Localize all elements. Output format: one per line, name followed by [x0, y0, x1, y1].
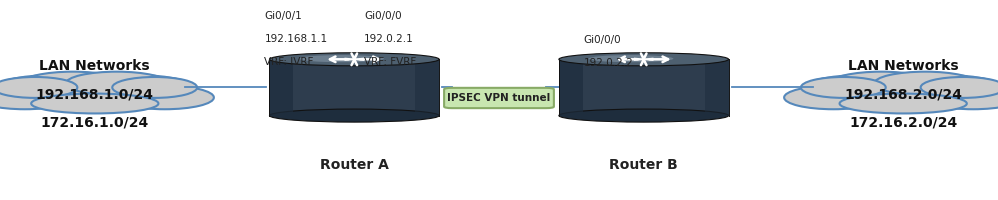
Ellipse shape [886, 76, 998, 104]
Ellipse shape [269, 53, 439, 66]
Text: LAN Networks: LAN Networks [40, 59, 150, 73]
Ellipse shape [116, 86, 214, 110]
Polygon shape [559, 60, 583, 116]
Ellipse shape [0, 86, 74, 110]
Ellipse shape [0, 78, 78, 98]
Text: 192.168.1.1: 192.168.1.1 [264, 34, 327, 44]
Text: 192.168.2.0/24: 192.168.2.0/24 [844, 87, 962, 101]
Ellipse shape [802, 76, 920, 104]
FancyBboxPatch shape [444, 88, 554, 109]
Ellipse shape [924, 86, 998, 110]
Text: Router A: Router A [319, 157, 389, 171]
Polygon shape [415, 60, 439, 116]
Ellipse shape [0, 76, 112, 104]
Ellipse shape [559, 109, 729, 122]
Polygon shape [269, 60, 293, 116]
Ellipse shape [269, 109, 439, 122]
Ellipse shape [77, 76, 196, 104]
Ellipse shape [589, 56, 674, 63]
Ellipse shape [920, 78, 998, 98]
Text: 192.168.1.0/24: 192.168.1.0/24 [36, 87, 154, 101]
Polygon shape [559, 60, 729, 116]
Polygon shape [705, 60, 729, 116]
Text: VRF: FVRF: VRF: FVRF [364, 57, 416, 67]
Ellipse shape [800, 78, 885, 98]
Text: 172.16.2.0/24: 172.16.2.0/24 [849, 115, 957, 129]
Ellipse shape [874, 72, 976, 96]
Text: 172.16.1.0/24: 172.16.1.0/24 [41, 115, 149, 129]
Ellipse shape [784, 86, 882, 110]
Ellipse shape [22, 72, 124, 96]
Ellipse shape [839, 94, 967, 114]
Ellipse shape [830, 72, 932, 96]
Text: LAN Networks: LAN Networks [848, 59, 958, 73]
Text: Gi0/0/0: Gi0/0/0 [584, 35, 622, 45]
Ellipse shape [66, 72, 168, 96]
Text: IPSEC VPN tunnel: IPSEC VPN tunnel [447, 93, 551, 102]
Ellipse shape [19, 77, 172, 111]
Text: Gi0/0/1: Gi0/0/1 [264, 11, 302, 21]
Text: VRF: IVRF: VRF: IVRF [264, 57, 313, 67]
Ellipse shape [299, 56, 384, 63]
Text: 192.0.2.1: 192.0.2.1 [364, 34, 414, 44]
Text: 192.0.2.2: 192.0.2.2 [584, 58, 634, 68]
Ellipse shape [31, 94, 159, 114]
Text: Gi0/0/0: Gi0/0/0 [364, 11, 402, 21]
Polygon shape [269, 60, 439, 116]
Ellipse shape [559, 53, 729, 66]
Ellipse shape [112, 78, 198, 98]
Ellipse shape [826, 77, 980, 111]
Text: Router B: Router B [610, 157, 678, 171]
